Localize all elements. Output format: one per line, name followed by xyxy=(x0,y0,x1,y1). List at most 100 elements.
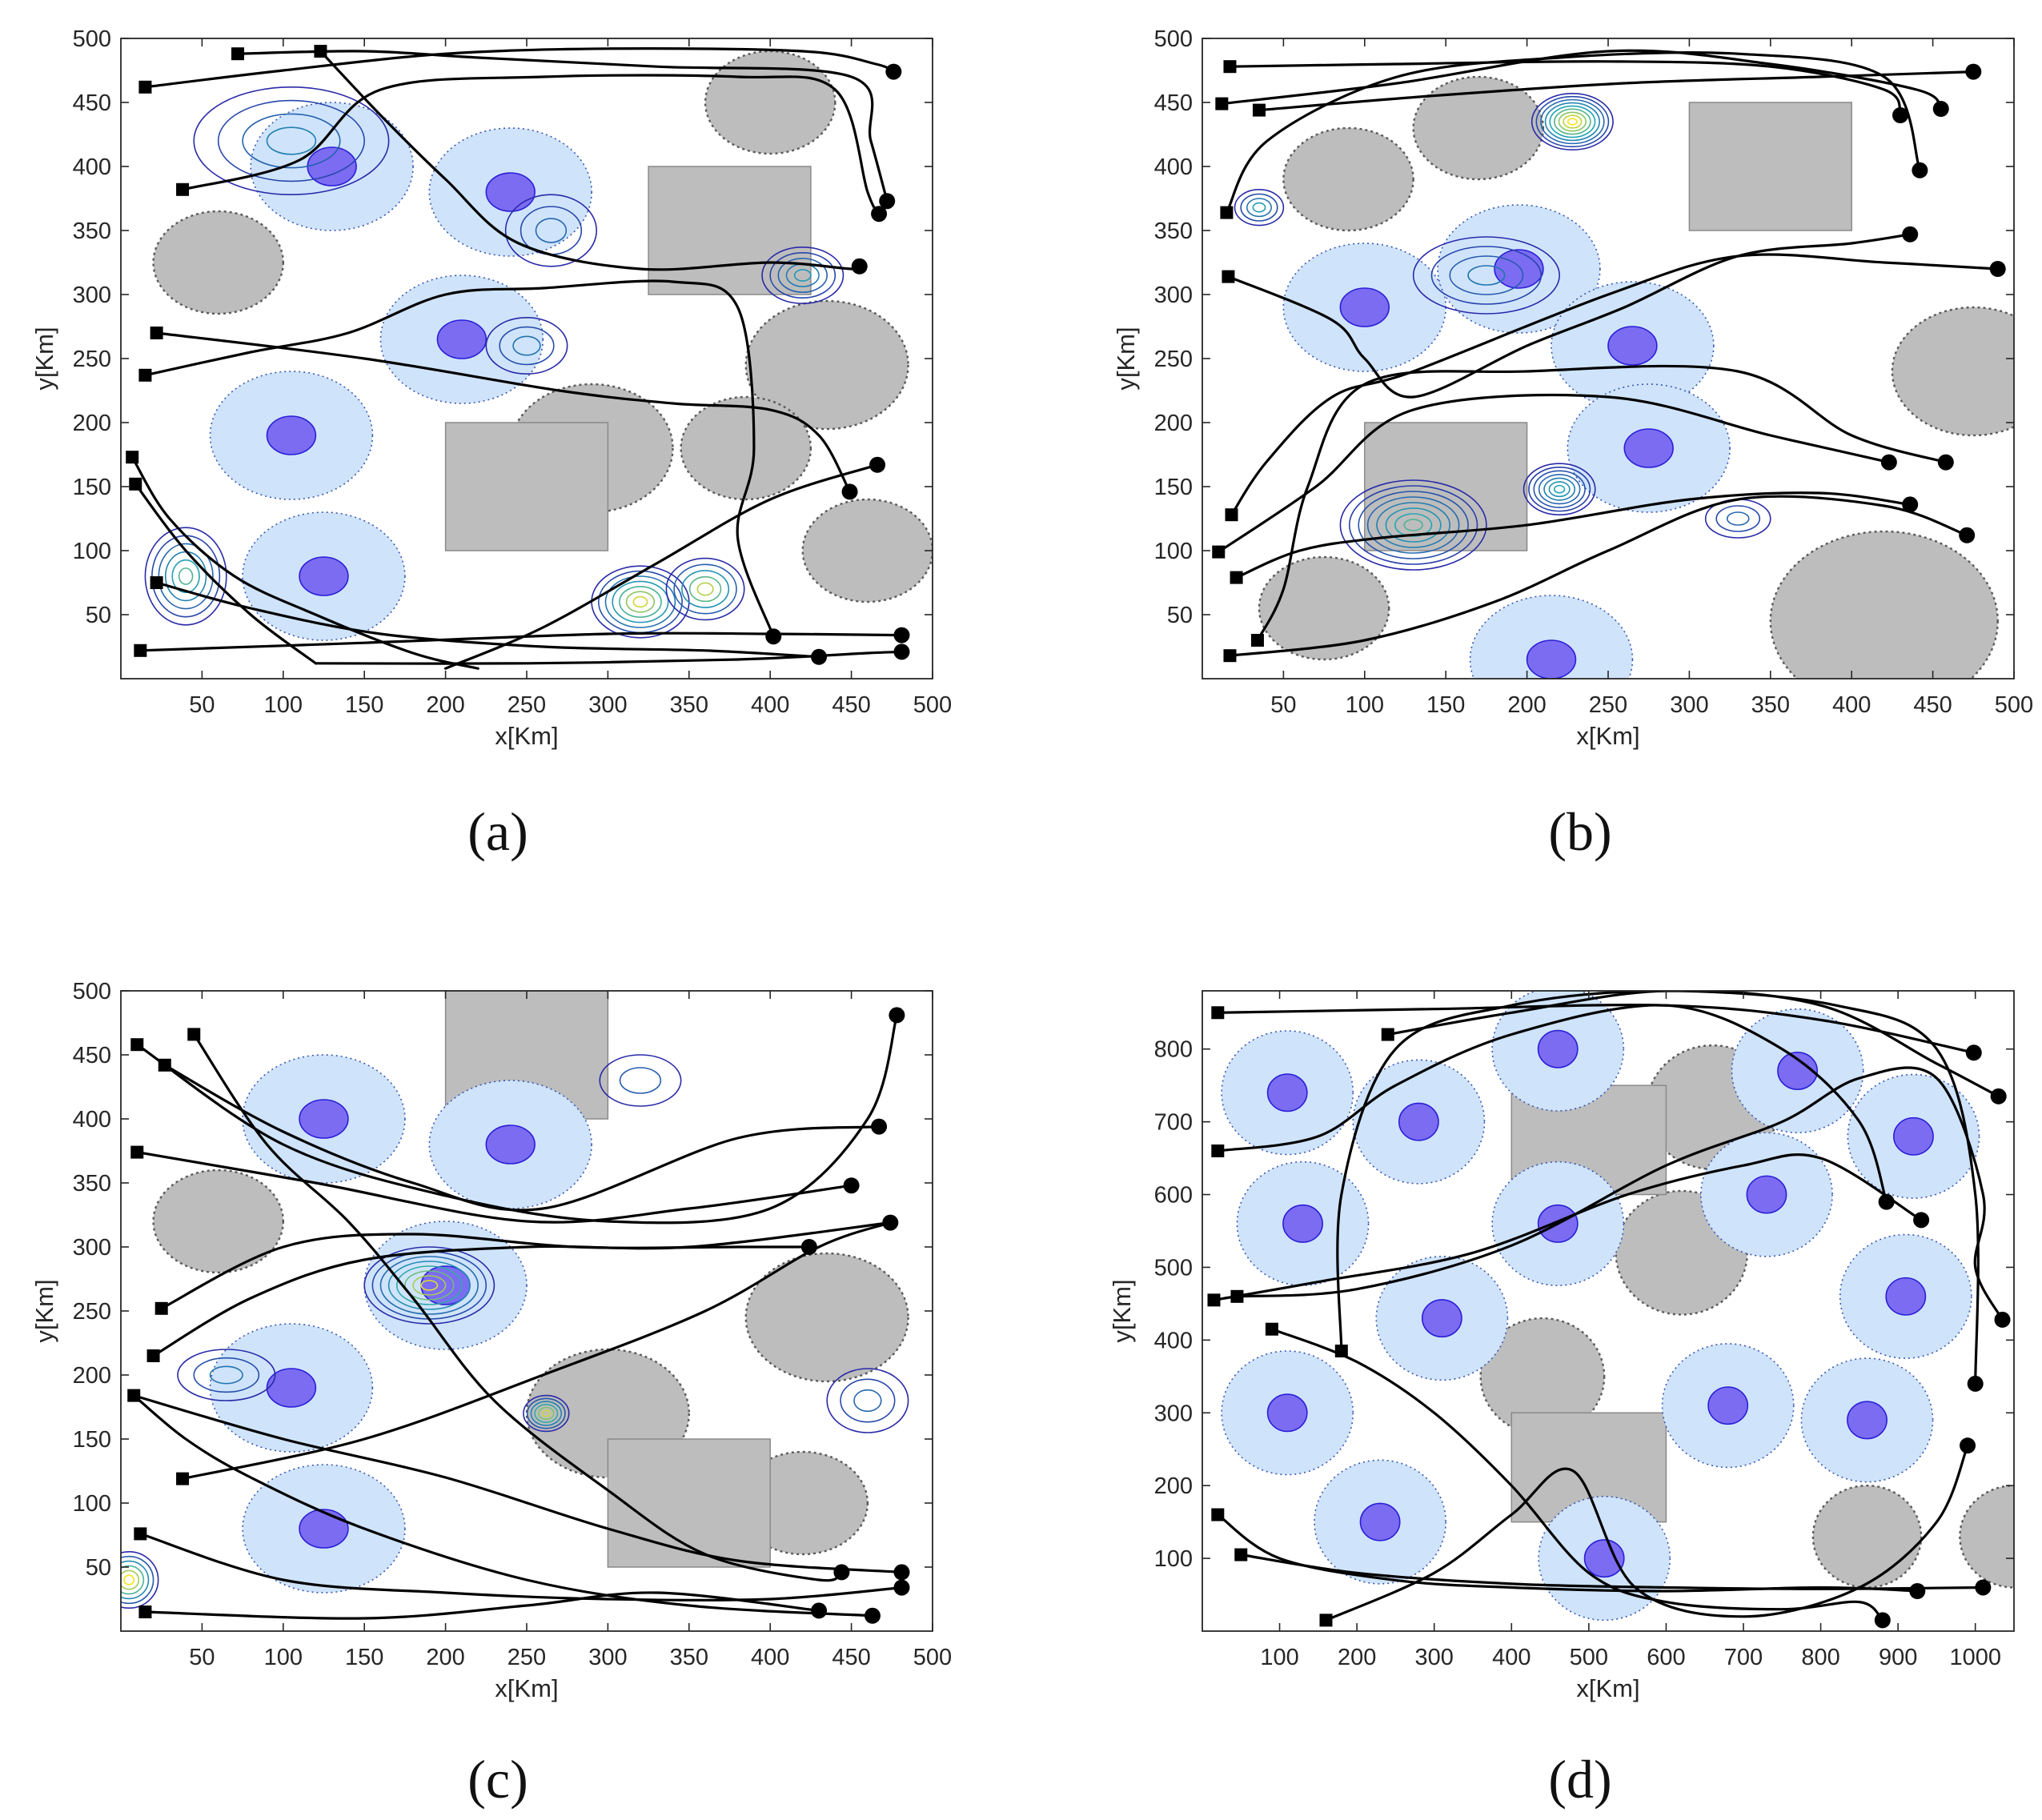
x-tick-label: 1000 xyxy=(1949,1645,2001,1670)
x-tick-label: 400 xyxy=(1832,692,1871,718)
circular-obstacle xyxy=(1258,555,1390,661)
end-marker xyxy=(1902,226,1919,243)
contour-ring xyxy=(177,1349,276,1401)
start-marker xyxy=(1222,270,1235,283)
circular-obstacle xyxy=(704,50,836,155)
trajectory-line xyxy=(1235,491,1912,579)
contour-ring xyxy=(673,563,737,615)
x-axis-label: x[Km] xyxy=(1576,722,1639,750)
x-tick-label: 500 xyxy=(1570,1645,1608,1670)
y-tick-label: 350 xyxy=(73,218,111,244)
contour-ring xyxy=(193,1357,260,1393)
start-marker xyxy=(1211,1508,1225,1521)
trajectory-line xyxy=(1220,49,1943,110)
y-tick-label: 50 xyxy=(1167,603,1193,628)
target-core xyxy=(1707,1386,1749,1425)
x-tick-label: 450 xyxy=(832,692,870,718)
subplot-caption: (b) xyxy=(1548,801,1611,862)
circular-obstacle xyxy=(152,210,285,315)
y-tick-label: 150 xyxy=(1154,475,1193,500)
x-tick-label: 800 xyxy=(1801,1645,1839,1670)
start-marker xyxy=(150,327,163,339)
target-core xyxy=(485,1124,536,1165)
y-tick-label: 300 xyxy=(73,1235,111,1261)
contour-ring xyxy=(681,570,730,608)
x-tick-label: 250 xyxy=(1589,692,1627,718)
circular-obstacle xyxy=(1282,126,1414,232)
target-core xyxy=(1339,287,1390,327)
x-tick-label: 100 xyxy=(1260,1645,1298,1670)
trajectory-line xyxy=(143,47,895,89)
contour-ring xyxy=(761,246,844,304)
end-marker xyxy=(765,628,782,645)
target-core xyxy=(307,146,357,186)
start-marker xyxy=(1250,634,1264,647)
contour-ring xyxy=(1467,265,1506,286)
y-tick-label: 400 xyxy=(1154,1328,1193,1353)
target-core xyxy=(1607,326,1658,366)
trajectory-line xyxy=(1216,1004,1888,1204)
x-tick-label: 150 xyxy=(345,1645,383,1670)
contour-ring xyxy=(512,335,541,356)
target-core xyxy=(1398,1102,1439,1141)
start-marker xyxy=(138,80,152,94)
contour-ring xyxy=(499,326,555,366)
target-core xyxy=(1421,1299,1462,1338)
circular-obstacle xyxy=(1959,1485,2014,1589)
end-marker xyxy=(843,1177,860,1194)
axes-frame xyxy=(1202,990,2015,1632)
end-marker xyxy=(1975,1579,1992,1596)
contour-ring xyxy=(420,1280,439,1291)
x-tick-label: 500 xyxy=(913,1645,952,1670)
contour-ring xyxy=(1544,102,1600,142)
x-tick-label: 300 xyxy=(1415,1645,1454,1670)
start-marker xyxy=(130,1038,144,1052)
start-marker xyxy=(154,1301,168,1315)
subplot-caption: (a) xyxy=(467,801,528,862)
x-tick-label: 200 xyxy=(1507,692,1546,718)
x-tick-label: 300 xyxy=(588,692,627,718)
x-tick-label: 50 xyxy=(189,1645,215,1670)
contour-ring xyxy=(1339,479,1487,571)
trajectory-line xyxy=(152,1221,892,1357)
contour-ring xyxy=(604,575,676,628)
start-markers xyxy=(126,45,327,657)
start-marker xyxy=(134,1527,147,1541)
end-marker xyxy=(893,1579,910,1596)
trajectory-line xyxy=(1226,233,1912,399)
start-marker xyxy=(134,643,147,657)
x-tick-label: 400 xyxy=(751,692,789,718)
contour-ring xyxy=(612,580,669,623)
axes: 50 100 150 200 250 300 350 400 450 500 50 100 150 200… xyxy=(1154,26,2034,718)
x-tick-label: 350 xyxy=(1751,692,1790,718)
y-tick-label: 150 xyxy=(73,1427,111,1453)
y-tick-label: 50 xyxy=(86,603,111,628)
contour-ring xyxy=(1567,118,1578,126)
x-axis-label: x[Km] xyxy=(1576,1674,1639,1702)
start-marker xyxy=(1207,1293,1221,1307)
end-marker xyxy=(1959,527,1976,543)
contour-ring xyxy=(1715,505,1761,532)
contour-ring xyxy=(538,1406,555,1421)
trajectories xyxy=(1212,991,2004,1622)
y-tick-label: 250 xyxy=(73,347,111,372)
target-regions xyxy=(1221,991,1980,1622)
rectangular-obstacle xyxy=(444,422,609,551)
end-marker xyxy=(1965,63,1982,80)
trajectory-line xyxy=(181,74,881,215)
circular-obstacle xyxy=(1479,1317,1606,1436)
y-tick-label: 450 xyxy=(73,90,111,116)
start-marker xyxy=(146,1349,160,1362)
subplot-a: 50 100 150 200 250 300 350 400 450 500 50 100 150 200… xyxy=(30,26,952,862)
axes: 50 100 150 200 250 300 350 400 450 500 50 100 150 200… xyxy=(73,979,953,1670)
end-marker xyxy=(1994,1311,2011,1328)
contour-ring xyxy=(121,1551,159,1609)
y-tick-label: 300 xyxy=(1154,1401,1193,1426)
end-marker xyxy=(864,1607,881,1624)
trajectories xyxy=(1217,49,2000,657)
y-tick-label: 500 xyxy=(73,26,111,52)
target-core xyxy=(1359,1502,1401,1541)
contour-ring xyxy=(123,1574,135,1585)
y-tick-label: 200 xyxy=(1154,1473,1193,1499)
